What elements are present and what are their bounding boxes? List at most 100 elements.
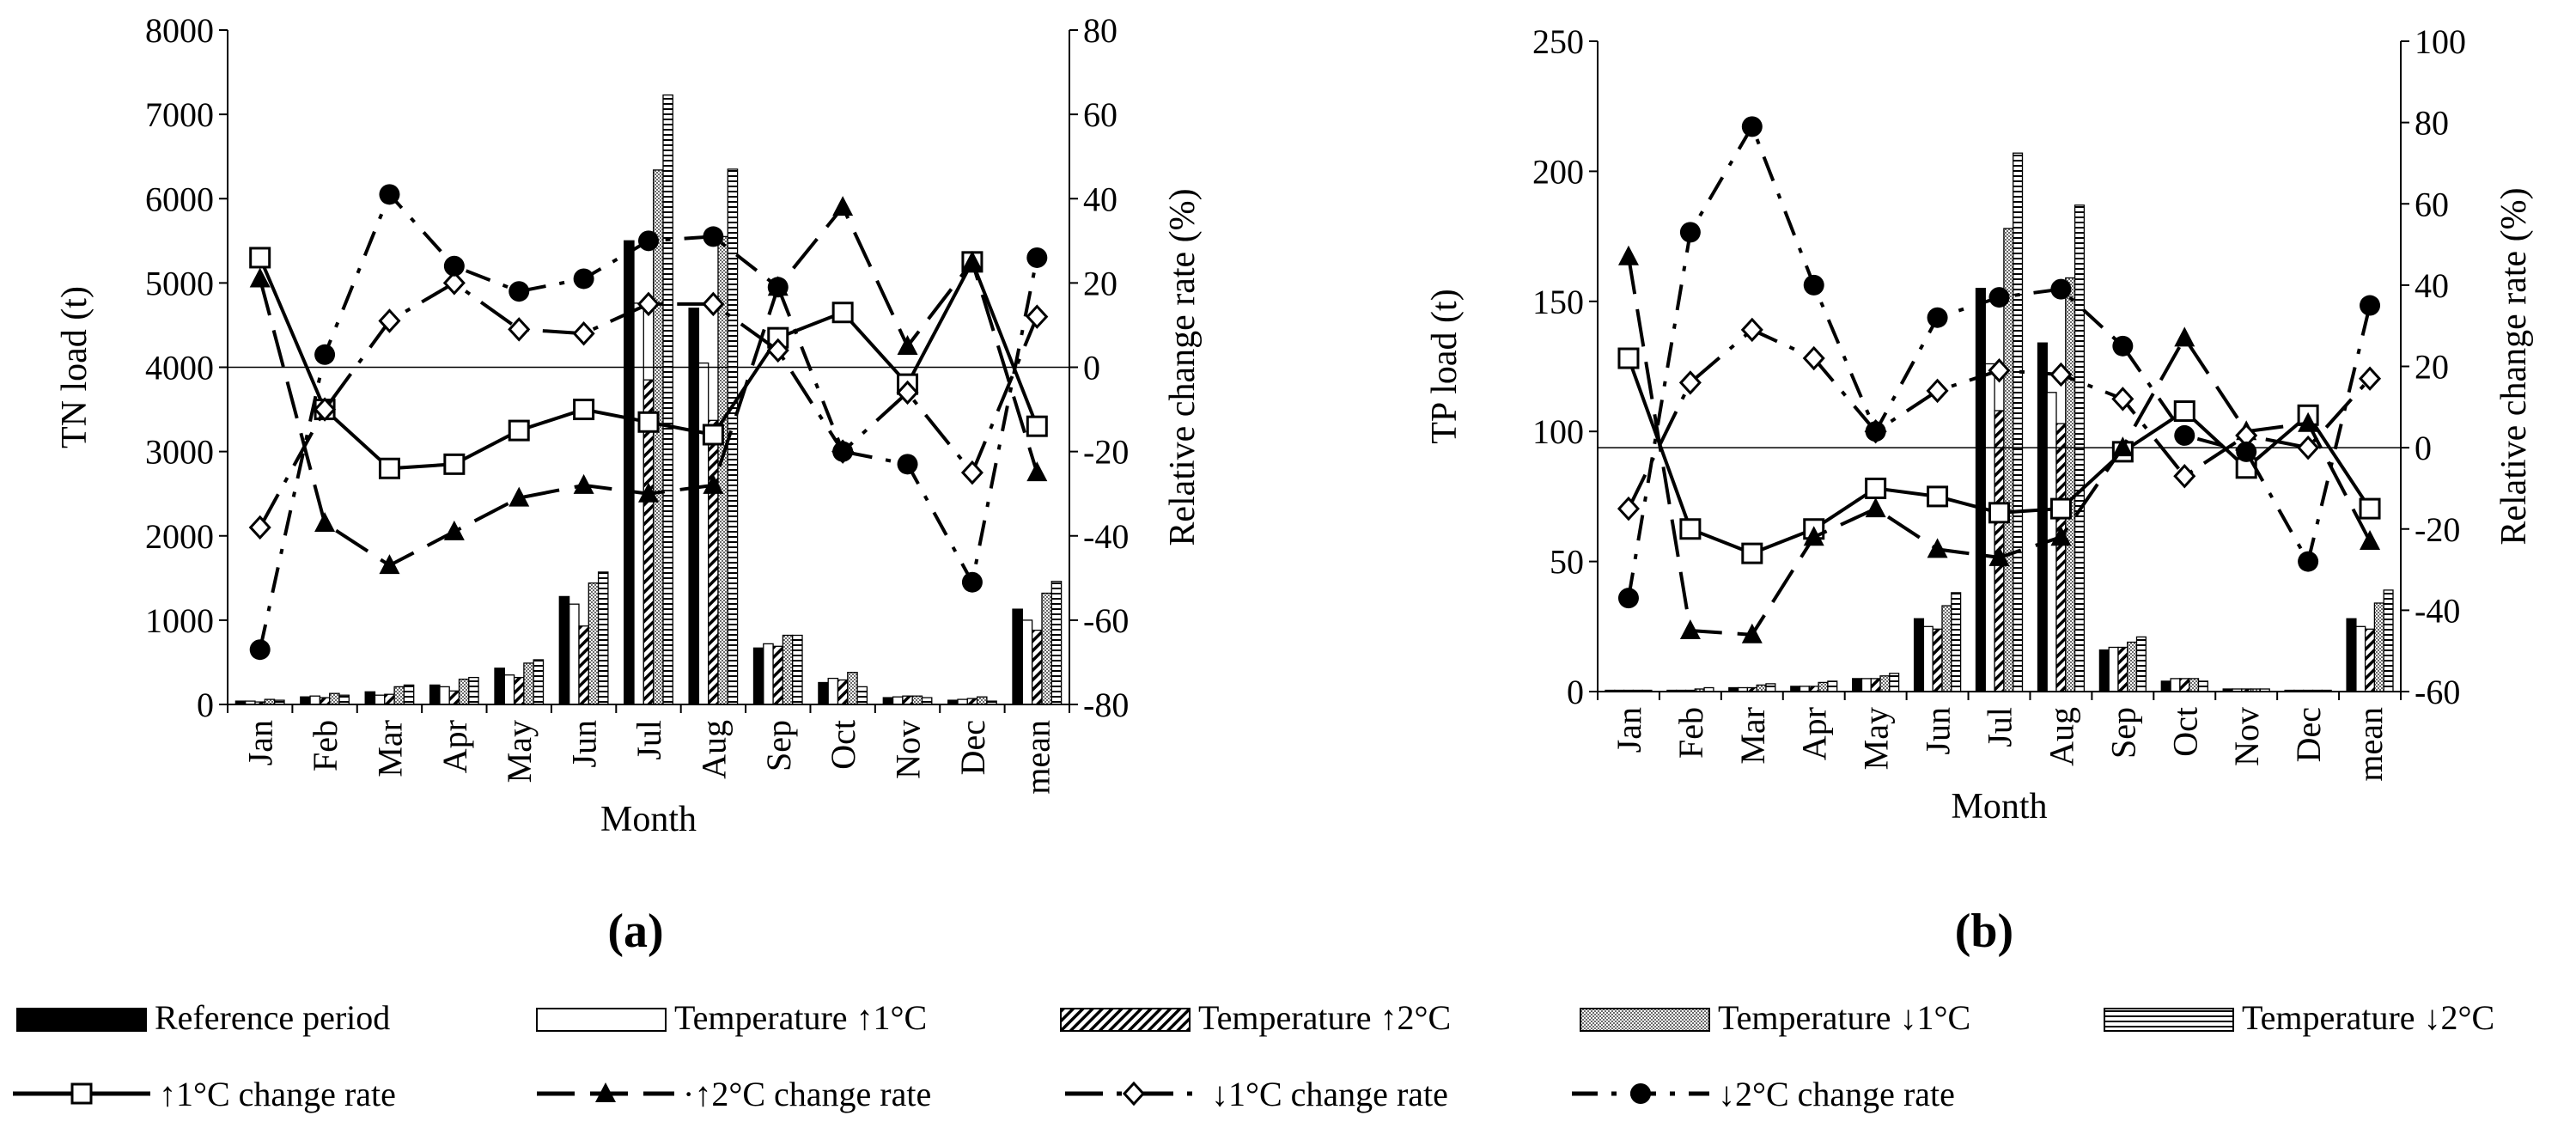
bar-1-may: [494, 668, 505, 705]
point-4-jan: [1617, 588, 1639, 609]
x-tick-label-feb: Feb: [306, 720, 344, 771]
x-tick-label-aug: Aug: [2042, 707, 2080, 766]
point-4-apr: [1803, 274, 1824, 296]
x-tick-label-jun: Jun: [565, 720, 604, 768]
legend-line-label-2: ·↑2°C change rate: [683, 1075, 931, 1113]
bar-2-mar: [374, 694, 386, 705]
bar-5-oct: [2197, 680, 2208, 692]
point-2-apr: [1803, 526, 1824, 546]
bar-2-feb: [309, 695, 321, 705]
point-3-jan: [248, 515, 271, 540]
bar-4-jun: [588, 582, 600, 705]
bar-5-sep: [792, 634, 803, 705]
bar-3-dec: [966, 698, 978, 705]
x-tick-label-apr: Apr: [1795, 707, 1834, 760]
bar-5-jul: [2013, 152, 2024, 692]
point-4-jan: [249, 639, 271, 661]
bar-4-apr: [458, 678, 470, 705]
bar-5-oct: [856, 686, 868, 705]
point-1-aug: [2049, 497, 2072, 520]
bar-3-jun: [578, 625, 589, 705]
bar-1-oct: [2160, 680, 2171, 692]
x-tick-label-oct: Oct: [2165, 707, 2204, 757]
point-3-sep: [2111, 387, 2134, 412]
point-4-mar: [1741, 116, 1763, 137]
bar-1-jun: [558, 595, 570, 705]
x-tick-label-oct: Oct: [824, 720, 862, 770]
bar-5-jun: [597, 571, 609, 705]
point-3-dec: [2297, 435, 2320, 460]
bar-2-jul: [1984, 363, 1995, 692]
bar-4-nov: [911, 695, 923, 705]
point-4-oct: [832, 441, 854, 462]
x-tick-label-apr: Apr: [435, 720, 474, 773]
x-axis-title: Month: [1951, 787, 2047, 826]
point-4-dec: [961, 571, 983, 593]
point-2-apr: [443, 520, 465, 540]
bar-1-mean: [2346, 618, 2357, 692]
point-4-aug: [703, 226, 724, 247]
x-tick-label-jul: Jul: [630, 720, 668, 760]
point-4-oct: [2174, 424, 2195, 446]
bar-3-aug: [708, 419, 719, 705]
y-tick-label: 200: [1532, 152, 1584, 191]
point-3-may: [508, 317, 531, 342]
point-4-mean: [2360, 295, 2381, 316]
bar-5-apr: [468, 676, 479, 705]
y2-tick-label: -40: [1083, 517, 1129, 556]
legend-line-label-4: ↓2°C change rate: [1718, 1075, 1955, 1113]
x-tick-label-mean: mean: [1018, 720, 1057, 795]
point-1-oct: [831, 302, 854, 324]
x-tick-label-mean: mean: [2351, 707, 2390, 782]
y2-tick-label: 80: [1083, 11, 1117, 50]
bar-1-sep: [752, 647, 764, 705]
y2-tick-label: 60: [2415, 185, 2449, 223]
bar-1-jul: [1975, 288, 1986, 692]
point-2-feb: [1679, 619, 1701, 640]
bar-4-aug: [2065, 277, 2076, 692]
y2-tick-label: 0: [1083, 349, 1100, 387]
point-1-jul: [637, 411, 660, 433]
x-tick-label-may: May: [500, 720, 539, 783]
legend: Reference period Temperature ↑1°C Temperat…: [13, 998, 2494, 1113]
point-3-aug: [702, 291, 725, 317]
x-tick-label-jan: Jan: [241, 720, 280, 765]
point-2-aug: [2050, 526, 2072, 546]
bar-2-oct: [827, 677, 839, 705]
point-3-jan: [1617, 496, 1640, 521]
point-3-mar: [378, 308, 401, 333]
bar-2-apr: [439, 686, 450, 705]
point-3-oct: [2173, 464, 2196, 489]
bar-4-sep: [782, 634, 794, 705]
point-2-jun: [573, 473, 594, 494]
bar-2-mean: [2355, 625, 2366, 692]
point-2-jan: [249, 267, 271, 288]
bar-4-jul: [653, 169, 664, 705]
bar-2-oct: [2170, 678, 2181, 692]
bar-2-mean: [1021, 619, 1033, 705]
point-2-mean: [2360, 529, 2381, 550]
point-2-nov: [897, 334, 918, 355]
bar-1-apr: [429, 684, 441, 705]
point-4-sep: [2112, 335, 2134, 357]
bar-4-feb: [329, 692, 340, 705]
point-3-jul: [636, 291, 661, 317]
point-1-may: [1865, 477, 1887, 499]
bar-4-mean: [1041, 592, 1052, 705]
y-axis-title: TN load (t): [55, 286, 94, 448]
x-tick-label-sep: Sep: [2104, 707, 2142, 759]
legend-label-4: Temperature ↓1°C: [1718, 998, 1970, 1037]
y2-tick-label: -60: [1083, 601, 1129, 640]
x-tick-label-dec: Dec: [953, 720, 992, 775]
bar-5-mar: [1765, 683, 1776, 692]
point-3-feb: [1678, 370, 1702, 395]
bar-5-apr: [1827, 680, 1838, 692]
bar-2-sep: [2108, 646, 2119, 692]
point-1-jun: [1927, 485, 1949, 508]
bar-4-jun: [1941, 605, 1952, 692]
bar-1-mean: [1012, 608, 1023, 705]
point-3-aug: [2049, 362, 2073, 387]
x-tick-label-jul: Jul: [1981, 707, 2019, 747]
point-1-jul: [1988, 502, 2010, 524]
